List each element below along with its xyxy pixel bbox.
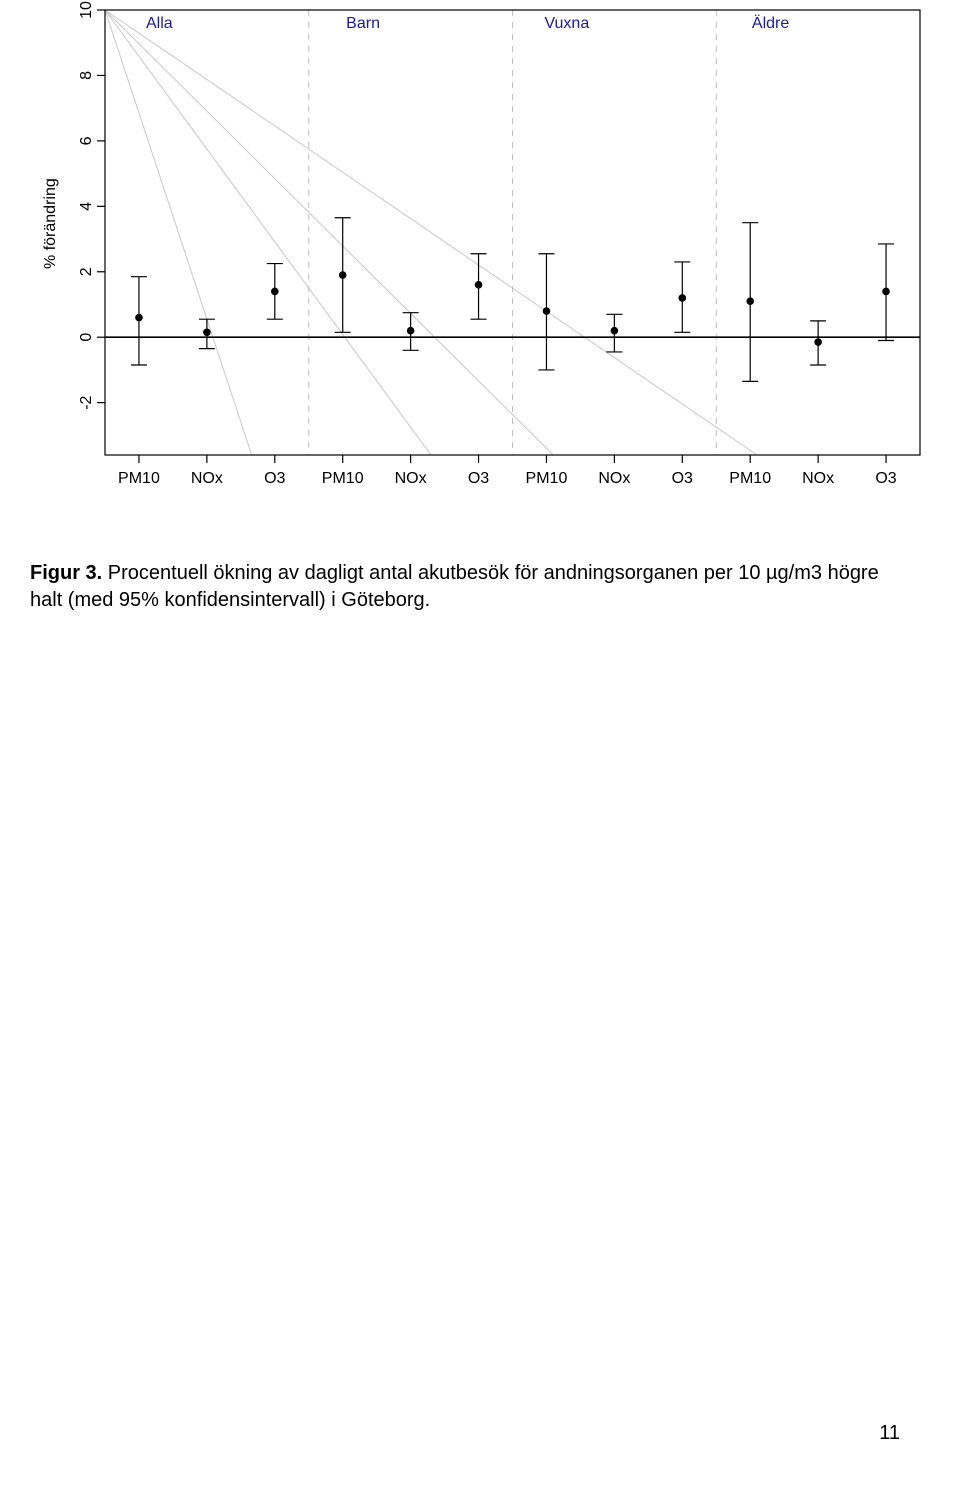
svg-text:PM10: PM10 <box>322 470 364 487</box>
svg-text:0: 0 <box>78 333 95 342</box>
page-number: 11 <box>879 1422 900 1445</box>
svg-text:-2: -2 <box>78 395 95 409</box>
caption-text: Procentuell ökning av dagligt antal akut… <box>30 562 879 611</box>
svg-text:NOx: NOx <box>598 470 630 487</box>
figure-caption: Figur 3. Procentuell ökning av dagligt a… <box>30 560 890 614</box>
svg-text:Alla: Alla <box>146 15 173 32</box>
svg-text:PM10: PM10 <box>526 470 568 487</box>
chart-container: -2 0 2 4 6 8 10 % förändring PM10 NOx O3 PM10 NOx O3 P… <box>30 0 930 545</box>
svg-text:O3: O3 <box>264 470 285 487</box>
svg-text:6: 6 <box>78 136 95 145</box>
page: -2 0 2 4 6 8 10 % förändring PM10 NOx O3 PM10 NOx O3 P… <box>0 0 960 1485</box>
svg-text:O3: O3 <box>875 470 896 487</box>
svg-text:PM10: PM10 <box>118 470 160 487</box>
svg-text:Barn: Barn <box>346 15 380 32</box>
svg-text:PM10: PM10 <box>729 470 771 487</box>
svg-text:10: 10 <box>78 1 95 19</box>
svg-text:% förändring: % förändring <box>42 178 59 269</box>
svg-text:NOx: NOx <box>191 470 223 487</box>
svg-text:4: 4 <box>78 202 95 211</box>
svg-text:NOx: NOx <box>395 470 427 487</box>
svg-text:2: 2 <box>78 267 95 276</box>
svg-text:NOx: NOx <box>802 470 834 487</box>
svg-text:O3: O3 <box>468 470 489 487</box>
svg-text:O3: O3 <box>672 470 693 487</box>
svg-text:Vuxna: Vuxna <box>544 15 589 32</box>
errorbar-chart: -2 0 2 4 6 8 10 % förändring PM10 NOx O3 PM10 NOx O3 P… <box>30 0 930 540</box>
svg-text:8: 8 <box>78 71 95 80</box>
svg-text:Äldre: Äldre <box>752 14 789 32</box>
caption-label: Figur 3. <box>30 562 102 584</box>
